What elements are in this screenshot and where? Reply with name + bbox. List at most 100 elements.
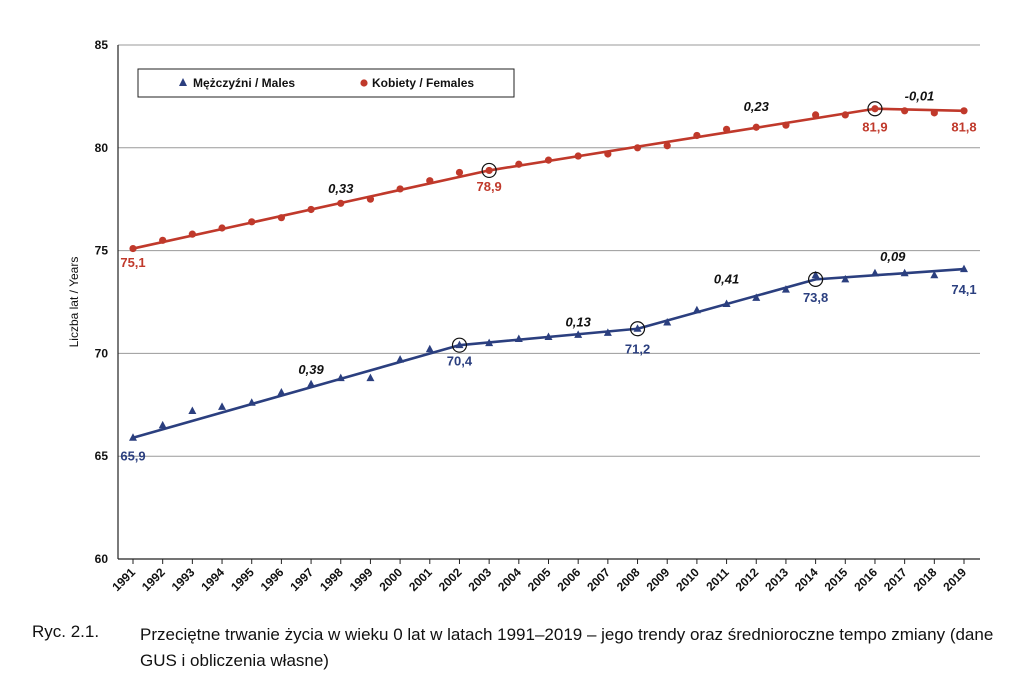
x-tick-label: 1996 xyxy=(258,565,287,594)
data-point-male xyxy=(158,420,167,429)
data-point-male xyxy=(307,379,316,388)
data-point-male xyxy=(870,268,879,277)
trend-rate-label: 0,39 xyxy=(298,362,324,377)
x-tick-label: 1997 xyxy=(287,565,316,594)
x-tick-label: 2012 xyxy=(733,565,762,594)
y-tick-label: 75 xyxy=(95,244,109,258)
data-point-male xyxy=(218,402,227,410)
breakpoint-marker xyxy=(867,101,883,117)
data-point-female xyxy=(663,142,671,150)
data-point-male xyxy=(544,332,553,340)
data-point-female xyxy=(693,131,701,140)
data-point-male xyxy=(277,387,286,396)
data-point-male xyxy=(188,406,197,414)
value-label: 65,9 xyxy=(120,448,145,463)
data-point-male xyxy=(781,285,790,293)
data-point-male xyxy=(425,344,434,353)
x-tick-label: 2013 xyxy=(762,565,791,594)
x-tick-label: 2011 xyxy=(703,565,732,594)
x-tick-label: 2016 xyxy=(851,565,880,594)
x-tick-label: 2009 xyxy=(644,565,673,594)
data-point-male xyxy=(633,324,642,332)
breakpoint-marker xyxy=(451,337,468,353)
trend-rate-label: 0,33 xyxy=(328,181,354,196)
x-tick-label: 1994 xyxy=(198,565,227,594)
x-tick-label: 2007 xyxy=(584,565,613,594)
legend-male-marker xyxy=(179,78,187,86)
x-tick-label: 1991 xyxy=(109,565,138,594)
y-axis-title: Liczba lat / Years xyxy=(67,257,81,348)
x-tick-label: 2006 xyxy=(555,565,584,594)
breakpoint-marker xyxy=(629,321,646,337)
x-tick-label: 2001 xyxy=(406,565,435,594)
data-point-female xyxy=(901,107,909,115)
x-tick-label: 2004 xyxy=(495,565,524,594)
data-point-female xyxy=(515,160,523,168)
data-point-male xyxy=(485,338,494,347)
x-tick-label: 2000 xyxy=(376,565,405,594)
value-label: 81,9 xyxy=(862,119,887,134)
x-tick-label: 2003 xyxy=(465,565,494,594)
data-point-female xyxy=(574,152,582,160)
x-tick-label: 1998 xyxy=(317,565,346,594)
x-tick-label: 1992 xyxy=(139,565,168,594)
data-point-female xyxy=(633,144,642,152)
data-point-female xyxy=(455,168,464,177)
data-point-male xyxy=(692,305,701,314)
trend-rate-label: 0,41 xyxy=(714,271,739,286)
data-point-female xyxy=(871,105,879,113)
trend-rate-label: -0,01 xyxy=(905,89,935,104)
x-tick-label: 1993 xyxy=(169,565,198,594)
breakpoint-marker xyxy=(808,271,824,287)
data-point-female xyxy=(782,121,790,129)
x-tick-label: 2018 xyxy=(911,565,940,594)
data-point-female xyxy=(426,177,434,185)
trend-segment xyxy=(873,107,966,113)
legend-female-label: Kobiety / Females xyxy=(372,76,474,90)
legend-box xyxy=(137,68,515,98)
value-label: 71,2 xyxy=(625,341,650,356)
x-tick-label: 2019 xyxy=(940,565,969,594)
data-point-male xyxy=(663,318,672,326)
data-point-male xyxy=(455,340,464,349)
y-tick-label: 60 xyxy=(95,552,109,566)
value-label: 81,8 xyxy=(951,119,976,134)
data-point-male xyxy=(960,264,968,273)
y-tick-label: 70 xyxy=(95,346,109,360)
data-point-female xyxy=(366,195,375,203)
data-point-female xyxy=(218,224,226,232)
y-tick-label: 80 xyxy=(95,141,109,155)
data-point-female xyxy=(307,205,315,214)
data-point-female xyxy=(188,230,196,238)
trend-rate-label: 0,23 xyxy=(744,99,770,114)
value-label: 70,4 xyxy=(447,354,473,369)
x-tick-label: 2008 xyxy=(614,565,643,594)
x-tick-label: 2014 xyxy=(792,565,821,594)
value-label: 75,1 xyxy=(120,255,145,270)
data-point-male xyxy=(336,373,345,382)
x-tick-label: 2010 xyxy=(673,565,702,594)
trend-segment xyxy=(814,267,966,281)
x-tick-label: 2015 xyxy=(822,565,851,594)
caption-text: Przeciętne trwanie życia w wieku 0 lat w… xyxy=(140,625,994,670)
life-expectancy-chart: 60 65 70 75 80 85 1991 1992 1993 1994 1995 1996 1997… xyxy=(67,38,980,594)
data-point-female xyxy=(960,107,968,115)
data-point-male xyxy=(129,433,137,441)
x-tick-label: 1999 xyxy=(347,565,376,594)
data-point-female xyxy=(396,185,404,193)
caption-number: Ryc. 2.1. xyxy=(32,622,100,641)
data-point-male xyxy=(366,373,375,382)
data-point-male xyxy=(574,330,583,338)
data-point-female xyxy=(722,125,731,133)
trend-rate-label: 0,09 xyxy=(880,249,906,264)
trend-segment xyxy=(131,343,461,439)
data-point-female xyxy=(752,123,760,131)
x-tick-label: 1995 xyxy=(228,565,257,594)
data-point-male xyxy=(841,274,850,283)
value-label: 74,1 xyxy=(951,282,976,297)
data-point-female xyxy=(930,109,938,117)
data-point-female xyxy=(841,111,849,119)
data-point-male xyxy=(514,334,523,343)
trend-rate-label: 0,13 xyxy=(566,315,592,330)
x-tick-label: 2017 xyxy=(881,565,910,594)
